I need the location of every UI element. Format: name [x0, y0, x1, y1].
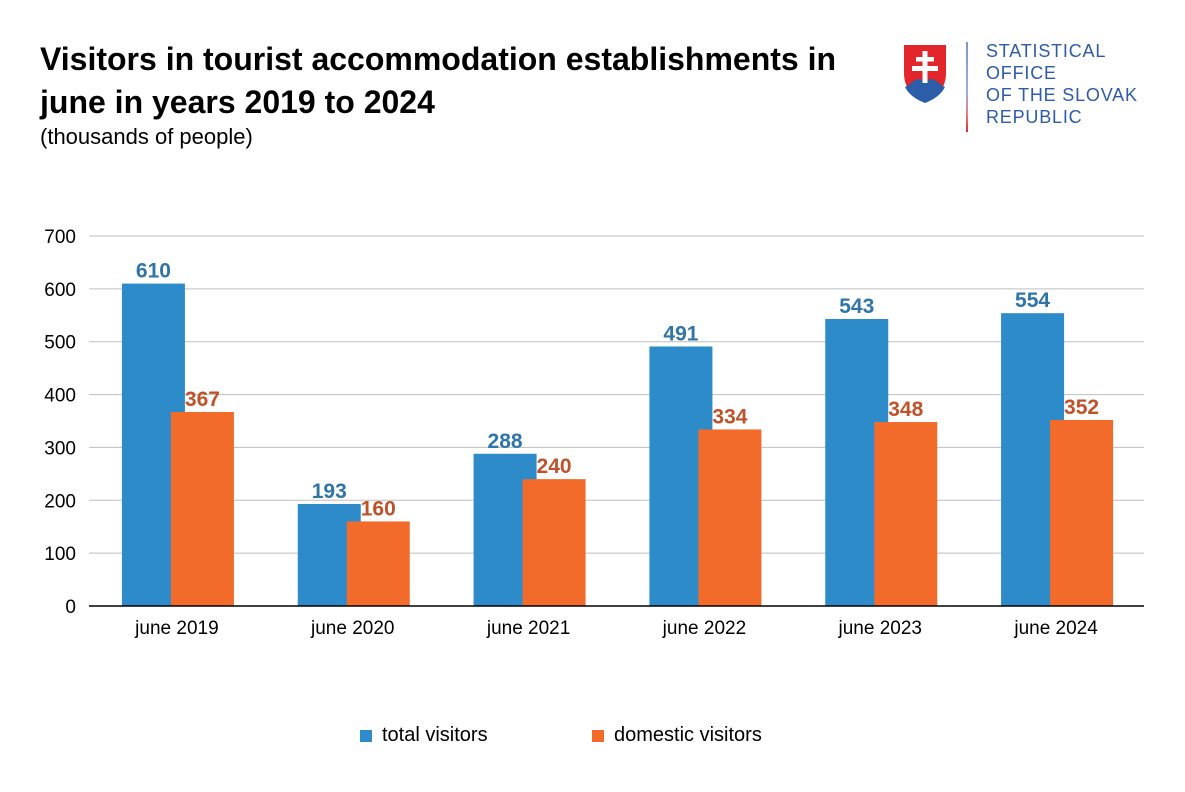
bar-domestic-visitors-june-2024	[1050, 419, 1114, 606]
chart-title: Visitors in tourist accommodation establ…	[40, 41, 837, 120]
y-tick-label: 100	[44, 544, 76, 565]
legend-swatch-domestic-visitors	[592, 729, 604, 742]
logo-line: OFFICE	[986, 63, 1057, 83]
x-tick-label: june 2020	[310, 618, 394, 639]
grid-lines	[89, 235, 1144, 554]
chart-legend: total visitors domestic visitors	[0, 724, 1185, 750]
data-label: 288	[488, 430, 523, 453]
slovak-coat-of-arms-icon	[904, 45, 946, 103]
logo-line: STATISTICAL	[986, 41, 1107, 61]
x-tick-label: june 2019	[134, 618, 218, 639]
data-label: 367	[185, 388, 220, 411]
logo-divider	[966, 42, 968, 132]
axes: 0 100 200 300 400 500 600 700 june 2019 june 2020…	[44, 227, 1144, 639]
y-tick-label: 200	[44, 491, 76, 512]
statistical-office-logo: STATISTICAL OFFICE OF THE SLOVAK REPUBLI…	[902, 40, 1162, 136]
legend-item-domestic-visitors: domestic visitors	[592, 724, 762, 747]
data-label: 352	[1064, 396, 1099, 419]
data-label: 334	[712, 405, 747, 428]
x-tick-label: june 2022	[662, 618, 746, 639]
bar-domestic-visitors-june-2021	[522, 479, 586, 606]
chart-subtitle: (thousands of people)	[40, 124, 253, 149]
data-label: 193	[312, 480, 347, 503]
data-label: 160	[361, 497, 396, 520]
data-label: 348	[888, 398, 923, 421]
legend-label-total-visitors: total visitors	[382, 724, 488, 746]
logo-line: REPUBLIC	[986, 107, 1083, 127]
legend-label-domestic-visitors: domestic visitors	[614, 724, 762, 746]
y-tick-label: 400	[44, 386, 76, 407]
data-label: 240	[537, 455, 572, 478]
bar-chart: 0 100 200 300 400 500 600 700 june 2019 june 2020…	[44, 227, 1144, 639]
data-label: 610	[136, 260, 171, 283]
y-tick-label: 300	[44, 438, 76, 459]
x-tick-label: june 2021	[486, 618, 570, 639]
logo-text: STATISTICAL OFFICE OF THE SLOVAK REPUBLI…	[986, 40, 1138, 128]
bar-domestic-visitors-june-2020	[346, 521, 410, 606]
x-tick-label: june 2024	[1013, 618, 1098, 639]
bar-domestic-visitors-june-2022	[698, 429, 762, 606]
x-tick-label: june 2023	[838, 618, 922, 639]
y-tick-label: 500	[44, 333, 76, 354]
legend-swatch-total-visitors	[360, 729, 372, 742]
bar-domestic-visitors-june-2019	[170, 412, 234, 606]
bar-domestic-visitors-june-2023	[874, 422, 938, 606]
y-tick-label: 600	[44, 280, 76, 301]
data-label: 543	[839, 295, 874, 318]
y-tick-label: 0	[65, 597, 76, 618]
bars	[121, 283, 1114, 606]
y-tick-label: 700	[44, 227, 76, 248]
data-labels: 610 367 193 160 288 240 491 334 543 348 554 352	[136, 260, 1099, 521]
data-label: 554	[1015, 289, 1050, 312]
logo-line: OF THE SLOVAK	[986, 85, 1138, 105]
data-label: 491	[663, 322, 698, 345]
legend-item-total-visitors: total visitors	[360, 724, 488, 747]
